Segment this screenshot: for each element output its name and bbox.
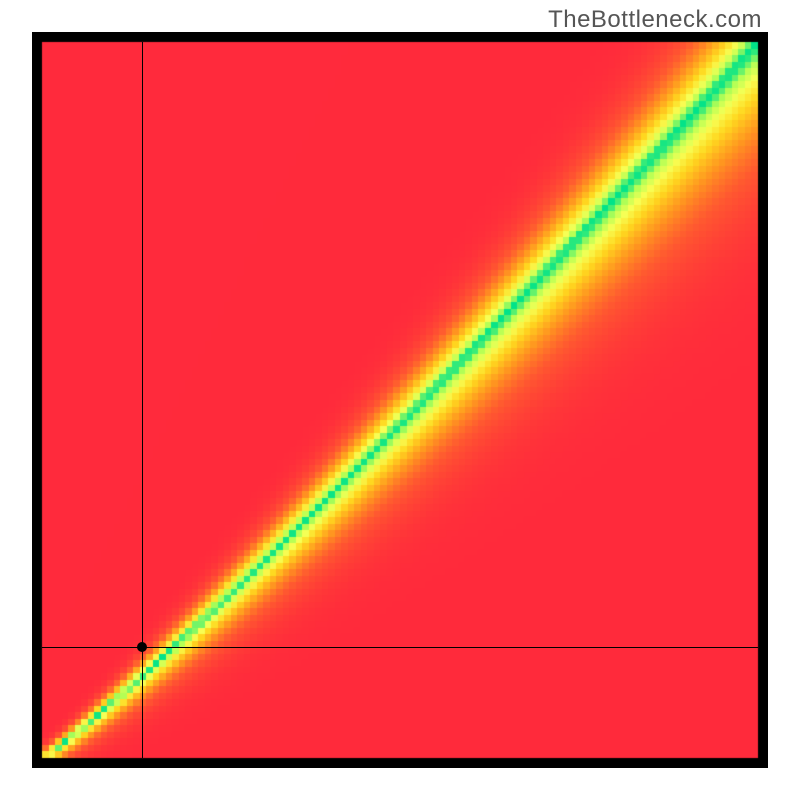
plot-outer-frame (32, 32, 768, 768)
crosshair-horizontal (42, 647, 758, 648)
chart-container: TheBottleneck.com (0, 0, 800, 800)
marker-point (137, 642, 147, 652)
watermark-text: TheBottleneck.com (548, 6, 762, 34)
